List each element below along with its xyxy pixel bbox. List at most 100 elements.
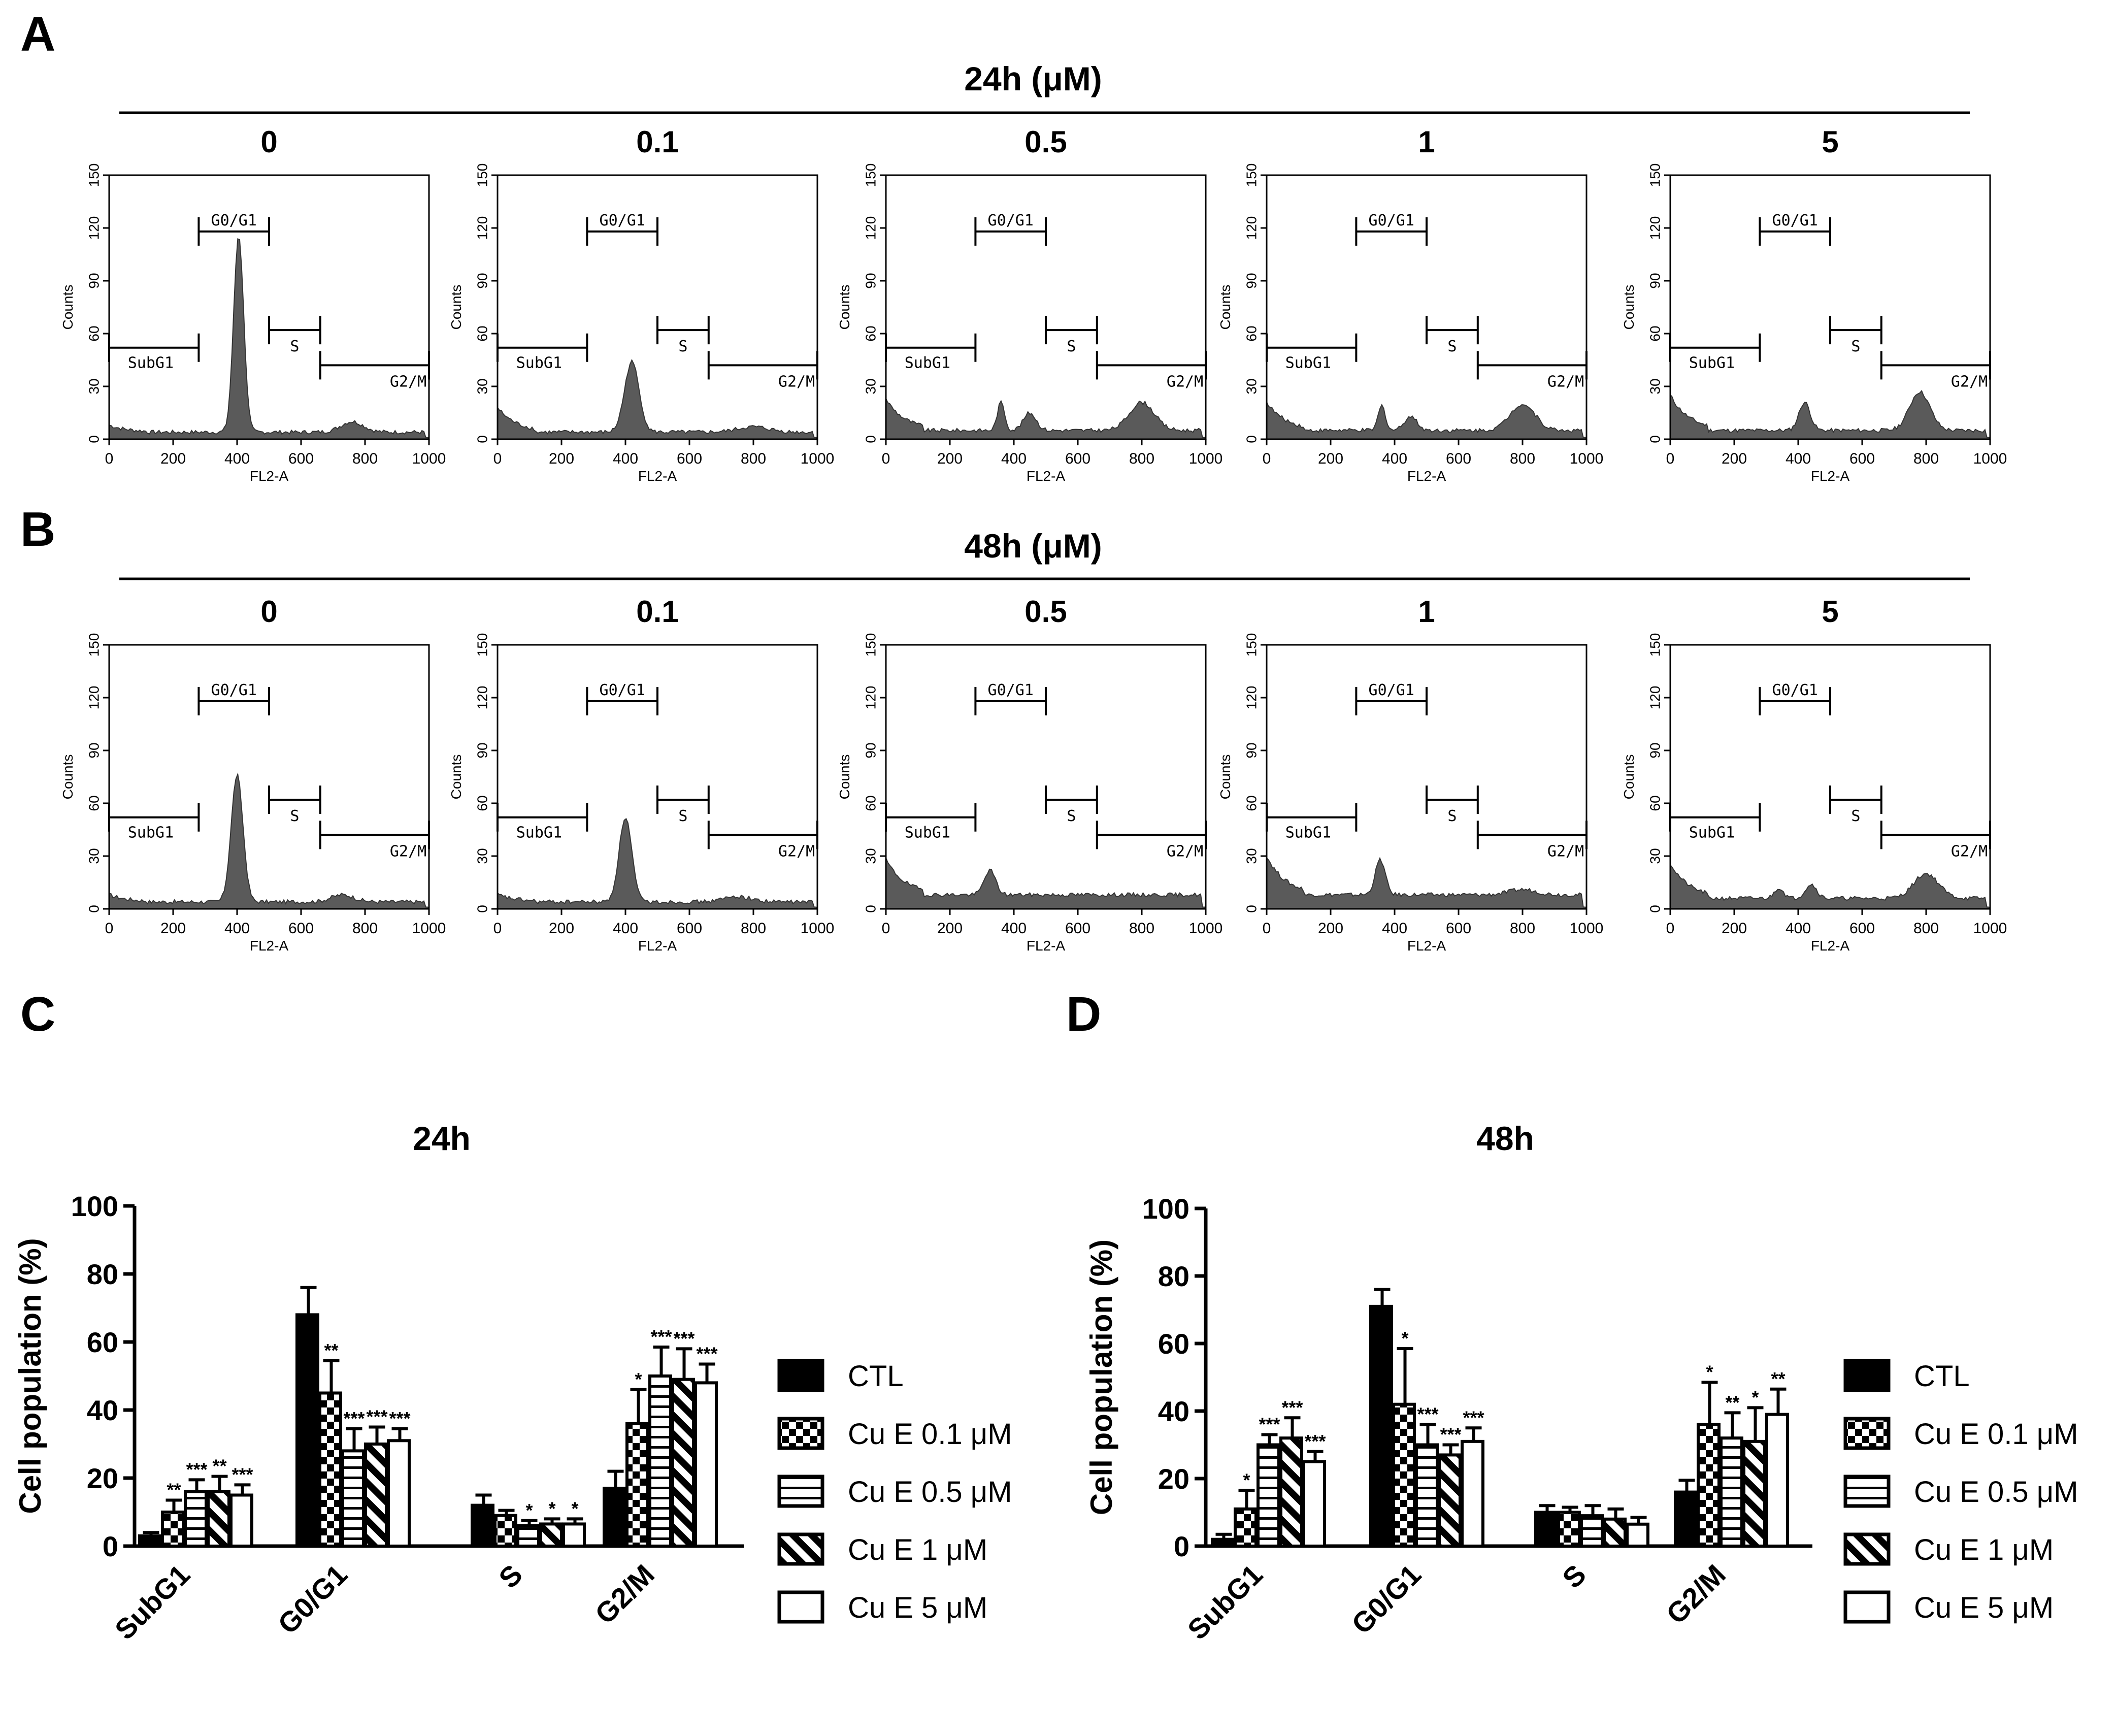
gate-label: G2/M (1547, 842, 1584, 860)
histogram-dose-title: 0.1 (636, 125, 678, 159)
gate-label: G0/G1 (211, 212, 257, 230)
histogram-panel: 0.5 0 30 60 90 120 150 Counts 0 200 400 600 800 1000 F… (837, 595, 1222, 954)
histogram-x-tick-label: 800 (1129, 920, 1154, 937)
bar (138, 1534, 162, 1548)
histogram-dose-title: 0.5 (1024, 125, 1067, 159)
histogram-x-tick-label: 400 (1382, 920, 1407, 937)
histogram-frame (497, 644, 818, 910)
row-title-48h: 48h (μM) (964, 527, 1102, 565)
bar (184, 1490, 208, 1548)
y-tick-label: 100 (71, 1190, 118, 1222)
significance-stars: *** (186, 1459, 207, 1480)
histogram-curve (885, 858, 1207, 909)
gate-label: S (1067, 338, 1076, 355)
x-tick-label: S (492, 1558, 528, 1594)
histogram-x-axis-label: FL2-A (1407, 468, 1446, 484)
significance-stars: * (635, 1369, 642, 1390)
histogram-x-axis-label: FL2-A (1027, 468, 1066, 484)
histogram-y-tick-label: 30 (1647, 378, 1663, 394)
histogram-x-tick-label: 200 (937, 450, 963, 467)
bar (1557, 1511, 1581, 1548)
bar (1369, 1304, 1393, 1548)
histogram-x-tick-label: 400 (613, 450, 638, 467)
histogram-panel: 0.1 0 30 60 90 120 150 Counts 0 200 400 600 800 1000 F… (448, 595, 834, 954)
histogram-y-tick-label: 0 (863, 905, 878, 913)
gate-label: SubG1 (128, 354, 174, 372)
histogram-y-tick-label: 120 (474, 686, 490, 710)
gate-label: G2/M (390, 373, 426, 390)
significance-stars: ** (212, 1456, 226, 1477)
histogram-y-tick-label: 0 (474, 905, 490, 913)
bar (364, 1443, 388, 1548)
bar (694, 1381, 718, 1548)
histogram-dose-title: 5 (1822, 125, 1838, 159)
legend-label: CTL (848, 1360, 904, 1393)
significance-stars: * (1751, 1387, 1759, 1407)
x-tick-label: G0/G1 (1345, 1558, 1427, 1640)
histogram-x-tick-label: 200 (549, 920, 574, 937)
histogram-x-tick-label: 800 (352, 920, 378, 937)
bar (1580, 1514, 1604, 1548)
bar (1415, 1443, 1439, 1548)
panel-label-d: D (1066, 987, 1101, 1041)
gate-label: G0/G1 (600, 681, 645, 699)
bar (1438, 1453, 1462, 1548)
histogram-y-tick-label: 30 (1243, 378, 1259, 394)
legend-label: Cu E 1 μM (848, 1533, 987, 1566)
y-tick-label: 40 (1158, 1395, 1189, 1427)
histogram-x-tick-label: 1000 (1189, 450, 1223, 467)
significance-stars: *** (1304, 1431, 1326, 1452)
histogram-y-tick-label: 60 (474, 795, 490, 811)
histogram-x-axis-label: FL2-A (1407, 938, 1446, 954)
histogram-y-tick-label: 30 (474, 848, 490, 864)
histogram-y-tick-label: 150 (863, 633, 878, 657)
histogram-panel: 1 0 30 60 90 120 150 Counts 0 200 400 600 800 1000 FL2… (1217, 595, 1603, 954)
histogram-y-tick-label: 90 (1243, 273, 1259, 288)
histogram-x-tick-label: 400 (224, 450, 250, 467)
histogram-frame (1266, 174, 1588, 440)
histogram-x-tick-label: 0 (882, 450, 890, 467)
bar (1461, 1439, 1484, 1548)
gate-label: G2/M (778, 373, 815, 390)
x-tick-label: G2/M (1660, 1558, 1732, 1630)
histogram-x-tick-label: 800 (1913, 450, 1939, 467)
histogram-y-axis-label: Counts (1621, 285, 1637, 330)
gate-label: G0/G1 (211, 681, 257, 699)
histogram-x-tick-label: 400 (1786, 920, 1811, 937)
histogram-x-axis-label: FL2-A (1027, 938, 1066, 954)
histogram-x-axis-label: FL2-A (638, 938, 677, 954)
histogram-y-tick-label: 90 (863, 273, 878, 288)
bar (1211, 1537, 1235, 1548)
gate-label: S (1067, 807, 1076, 825)
histogram-x-tick-label: 200 (1722, 450, 1747, 467)
histogram-y-tick-label: 30 (86, 378, 102, 394)
histogram-frame (108, 644, 430, 910)
histogram-y-tick-label: 150 (86, 163, 102, 187)
histogram-y-tick-label: 150 (1243, 633, 1259, 657)
x-tick-label: G2/M (589, 1558, 660, 1630)
legend-swatch (1843, 1417, 1891, 1450)
histogram-x-tick-label: 200 (1318, 920, 1343, 937)
histogram-y-tick-label: 0 (1243, 435, 1259, 443)
histogram-y-tick-label: 150 (1647, 633, 1663, 657)
gate-label: S (678, 338, 687, 355)
histogram-y-tick-label: 90 (86, 273, 102, 288)
legend-swatch (777, 1532, 824, 1566)
histogram-x-tick-label: 1000 (1570, 920, 1604, 937)
histogram-x-tick-label: 1000 (412, 450, 446, 467)
histogram-x-tick-label: 200 (937, 920, 963, 937)
histogram-x-tick-label: 800 (1913, 920, 1939, 937)
significance-stars: *** (232, 1464, 253, 1485)
histogram-y-tick-label: 120 (1647, 686, 1663, 710)
histogram-x-axis-label: FL2-A (250, 938, 289, 954)
bar (341, 1449, 365, 1548)
histogram-y-tick-label: 30 (863, 848, 878, 864)
histogram-y-tick-label: 120 (1243, 686, 1259, 710)
bar (1720, 1436, 1743, 1548)
histogram-y-axis-label: Counts (1621, 755, 1637, 800)
gate-label: G2/M (1547, 373, 1584, 390)
histogram-y-tick-label: 150 (474, 633, 490, 657)
histogram-dose-title: 0 (260, 125, 277, 159)
histogram-x-tick-label: 400 (1001, 450, 1027, 467)
